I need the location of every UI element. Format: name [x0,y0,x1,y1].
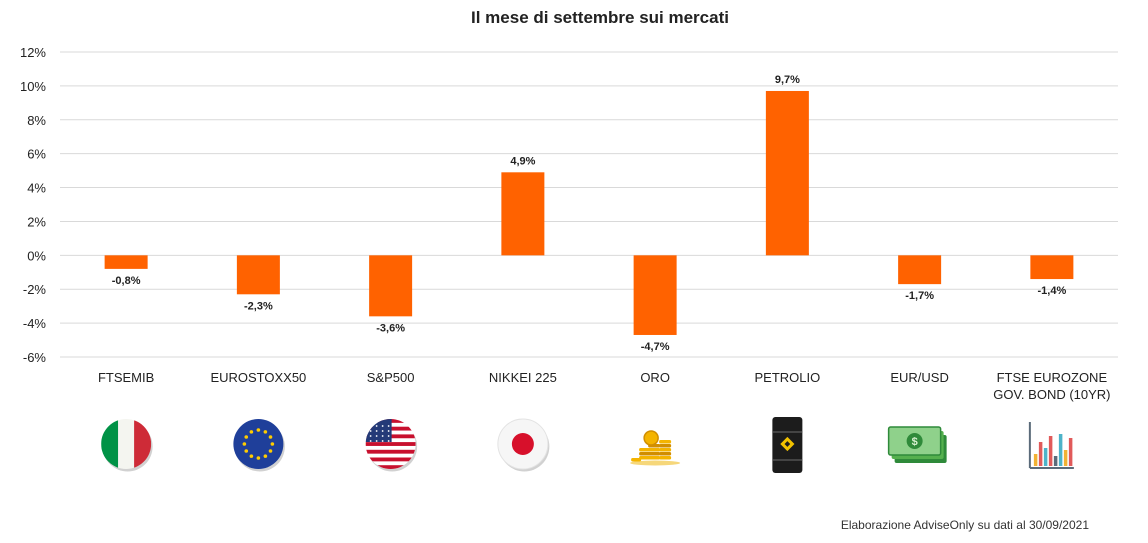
category-icons: $ [101,417,1074,473]
x-tick-label: S&P500 [367,370,415,385]
x-tick-label: PETROLIO [755,370,821,385]
bar [1030,255,1074,280]
eu-flag-icon [233,419,285,472]
bar [501,172,545,256]
gold-coins-icon [630,430,681,466]
x-tick-label: EUR/USD [890,370,949,385]
dollar-banknotes-icon: $ [887,426,947,463]
y-tick-label: 0% [27,248,46,263]
data-label: -1,4% [1038,285,1067,297]
y-axis-ticks: 12% 10% 8% 6% 4% 2% 0% -2% -4% -6% [20,45,46,365]
data-label: 9,7% [775,74,800,86]
bar [898,255,942,285]
data-label: 4,9% [510,155,535,167]
data-label: -2,3% [244,300,273,312]
data-label: -0,8% [112,275,141,287]
chart-title: Il mese di settembre sui mercati [471,8,729,27]
y-tick-label: 6% [27,147,46,162]
italy-flag-icon [101,419,153,472]
y-tick-label: 8% [27,113,46,128]
x-tick-label: EUROSTOXX50 [210,370,306,385]
bar [104,255,148,269]
x-tick-label: GOV. BOND (10YR) [993,387,1110,402]
bar [765,90,809,256]
bar-chart-icon [1028,422,1074,469]
data-labels: -0,8% -2,3% -3,6% 4,9% -4,7% 9,7% -1,7% -1,4% [112,74,1067,353]
bar [369,255,413,317]
bars [104,90,1074,335]
x-tick-label: NIKKEI 225 [489,370,557,385]
y-tick-label: 2% [27,214,46,229]
y-tick-label: 4% [27,181,46,196]
y-tick-label: 10% [20,79,46,94]
y-tick-label: -6% [23,350,47,365]
data-label: -3,6% [376,322,405,334]
y-tick-label: -4% [23,316,47,331]
japan-flag-icon [497,418,550,472]
y-tick-label: 12% [20,45,46,60]
bar [236,255,280,295]
x-tick-label: FTSEMIB [98,370,154,385]
data-label: -1,7% [905,290,934,302]
y-tick-label: -2% [23,282,47,297]
oil-barrel-icon [772,417,803,473]
gridlines [60,51,1118,358]
svg-text:$: $ [912,436,918,448]
usa-flag-icon [365,419,418,472]
data-label: -4,7% [641,341,670,353]
source-credit: Elaborazione AdviseOnly su dati al 30/09… [841,518,1089,532]
x-tick-label: FTSE EUROZONE [997,370,1108,385]
bar [633,255,677,335]
x-tick-label: ORO [640,370,670,385]
x-axis-categories: FTSEMIB EUROSTOXX50 S&P500 NIKKEI 225 ORO PET… [98,370,1111,402]
